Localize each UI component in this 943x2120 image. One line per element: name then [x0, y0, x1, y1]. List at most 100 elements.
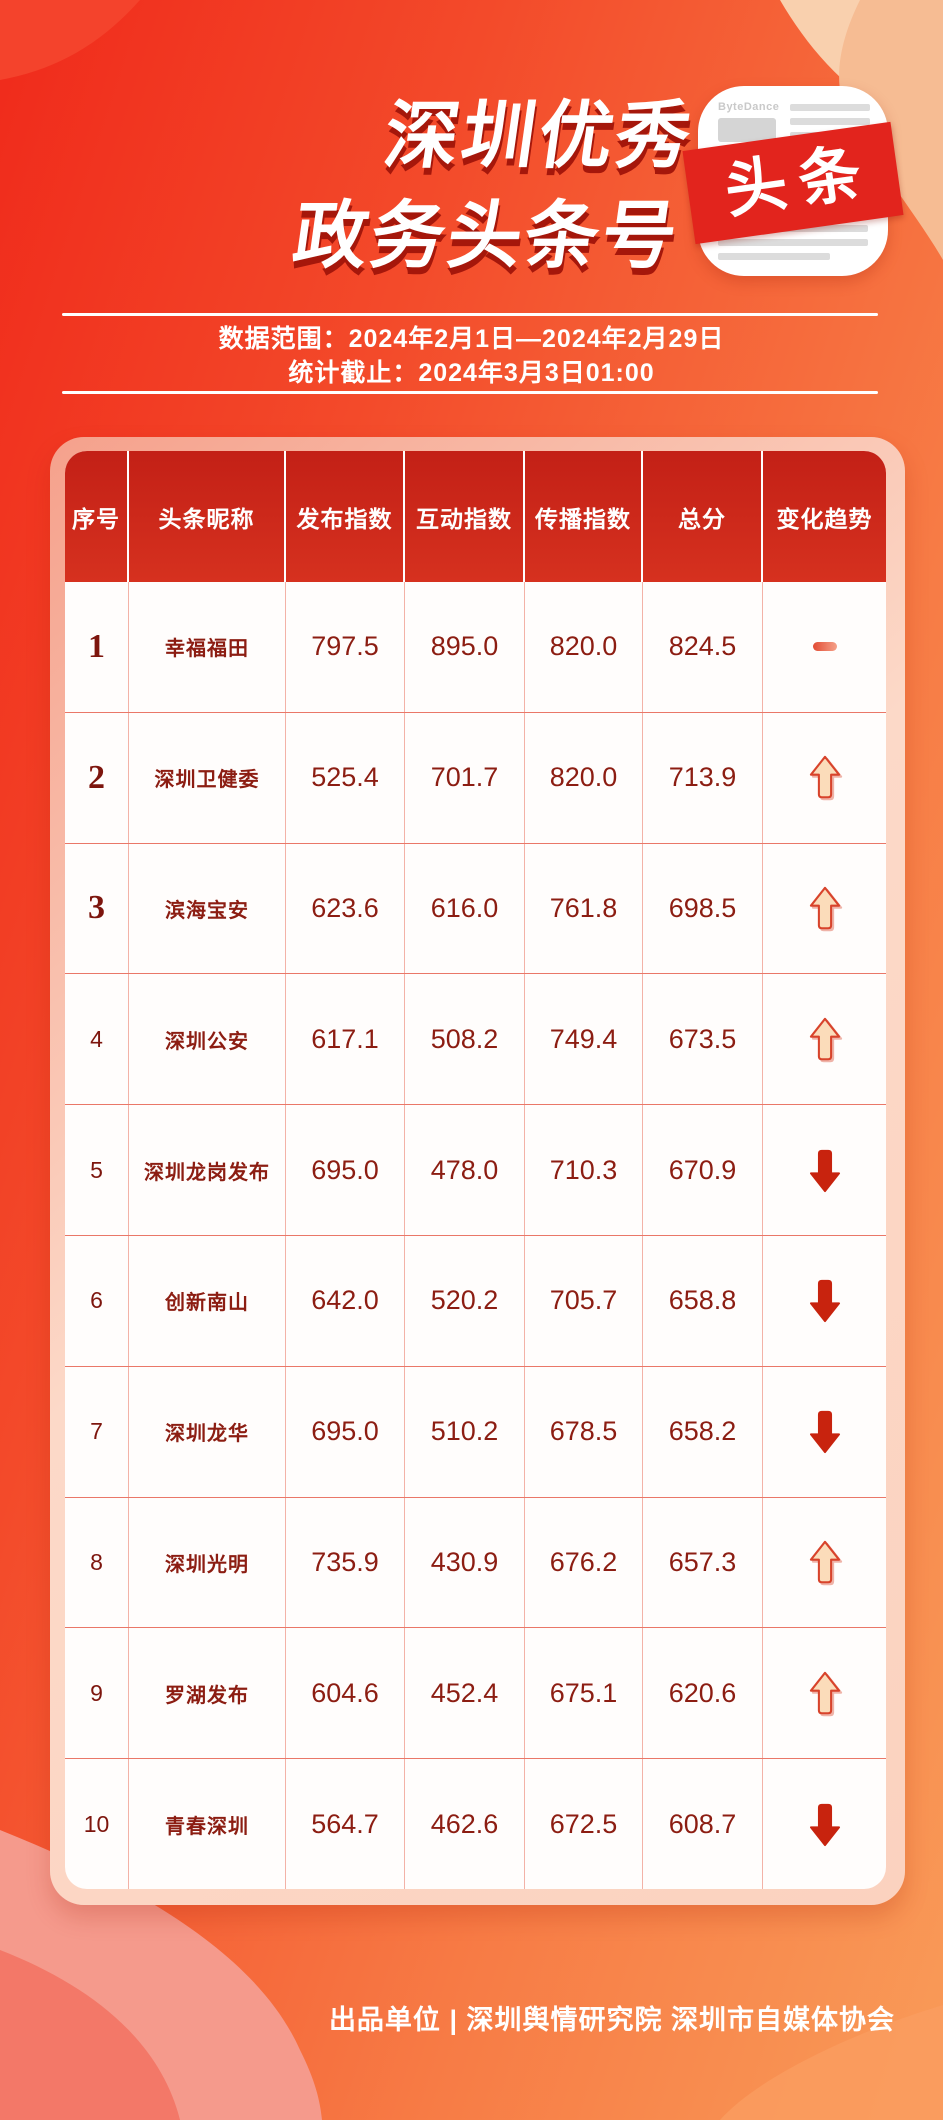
publish-index-cell: 695.0 [286, 1366, 405, 1497]
name-cell: 幸福福田 [129, 582, 286, 712]
trend-cell [763, 974, 886, 1104]
rank-cell: 2 [65, 712, 129, 843]
name-cell: 创新南山 [129, 1235, 286, 1366]
table-row: 3 滨海宝安 623.6 616.0 761.8 698.5 [65, 842, 886, 974]
table-row: 4 深圳公安 617.1 508.2 749.4 673.5 [65, 973, 886, 1105]
column-header: 互动指数 [405, 451, 525, 582]
spread-index-cell: 710.3 [525, 1105, 643, 1235]
rank-cell: 4 [65, 974, 129, 1105]
name-cell: 罗湖发布 [129, 1628, 286, 1759]
trend-down-icon [809, 1803, 840, 1846]
spread-index-cell: 675.1 [525, 1628, 643, 1759]
newspaper-line-icon [790, 104, 870, 111]
name-cell: 深圳卫健委 [129, 712, 286, 843]
trend-flat-icon [812, 642, 837, 652]
table-row: 7 深圳龙华 695.0 510.2 678.5 658.2 [65, 1365, 886, 1497]
publish-index-cell: 564.7 [286, 1759, 405, 1889]
column-header: 发布指数 [286, 451, 405, 582]
interact-index-cell: 430.9 [405, 1497, 525, 1628]
interact-index-cell: 616.0 [405, 843, 525, 974]
publish-index-cell: 797.5 [286, 582, 405, 712]
rank-cell: 9 [65, 1628, 129, 1759]
spread-index-cell: 749.4 [525, 974, 643, 1105]
table-row: 2 深圳卫健委 525.4 701.7 820.0 713.9 [65, 711, 886, 843]
trend-up-icon [809, 1671, 840, 1715]
total-score-cell: 608.7 [643, 1759, 763, 1889]
spread-index-cell: 705.7 [525, 1235, 643, 1366]
bytedance-label: ByteDance [718, 101, 780, 113]
publish-index-cell: 735.9 [286, 1497, 405, 1628]
rank-cell: 3 [65, 843, 129, 974]
page-title-line1: 深圳优秀 [379, 94, 699, 177]
interact-index-cell: 510.2 [405, 1366, 525, 1497]
spread-index-cell: 761.8 [525, 843, 643, 974]
spread-index-cell: 820.0 [525, 582, 643, 712]
total-score-cell: 673.5 [643, 974, 763, 1105]
column-header: 序号 [65, 451, 129, 582]
interact-index-cell: 452.4 [405, 1628, 525, 1759]
publish-index-cell: 623.6 [286, 843, 405, 974]
interact-index-cell: 478.0 [405, 1105, 525, 1235]
column-header: 传播指数 [525, 451, 643, 582]
trend-cell [763, 1236, 886, 1366]
trend-cell [763, 1498, 886, 1628]
interact-index-cell: 520.2 [405, 1235, 525, 1366]
rank-cell: 6 [65, 1235, 129, 1366]
wave-top-left [0, 0, 140, 80]
trend-cell [763, 844, 886, 974]
trend-up-icon [809, 886, 840, 930]
publish-index-cell: 525.4 [286, 712, 405, 843]
publish-index-cell: 642.0 [286, 1235, 405, 1366]
name-cell: 深圳光明 [129, 1497, 286, 1628]
trend-cell [763, 1628, 886, 1758]
spread-index-cell: 678.5 [525, 1366, 643, 1497]
trend-cell [763, 1105, 886, 1235]
rank-cell: 10 [65, 1759, 129, 1889]
divider-bottom [62, 391, 878, 394]
rank-cell: 7 [65, 1366, 129, 1497]
table-row: 5 深圳龙岗发布 695.0 478.0 710.3 670.9 [65, 1104, 886, 1235]
table-row: 1 幸福福田 797.5 895.0 820.0 824.5 [65, 582, 886, 712]
trend-cell [763, 1759, 886, 1889]
trend-cell [763, 582, 886, 712]
name-cell: 深圳公安 [129, 974, 286, 1105]
total-score-cell: 657.3 [643, 1497, 763, 1628]
name-cell: 深圳龙华 [129, 1366, 286, 1497]
table-header-row: 序号 头条昵称 发布指数 互动指数 传播指数 总分 变化趋势 [65, 451, 886, 582]
rank-cell: 8 [65, 1497, 129, 1628]
toutiao-banner-text: 头条 [720, 137, 877, 227]
name-cell: 青春深圳 [129, 1759, 286, 1889]
page-title-line2: 政务头条号 [288, 194, 685, 277]
spread-index-cell: 672.5 [525, 1759, 643, 1889]
interact-index-cell: 895.0 [405, 582, 525, 712]
wave-bottom-left-inner [0, 1950, 180, 2120]
total-score-cell: 713.9 [643, 712, 763, 843]
toutiao-logo: ByteDance 头条 [682, 86, 904, 276]
column-header: 总分 [643, 451, 763, 582]
column-header: 头条昵称 [129, 451, 286, 582]
ranking-table-container: 序号 头条昵称 发布指数 互动指数 传播指数 总分 变化趋势 1 幸福福田 797.5 895.0… [50, 437, 905, 1905]
spread-index-cell: 820.0 [525, 712, 643, 843]
trend-down-icon [809, 1149, 840, 1192]
meta-block: 数据范围：2024年2月1日—2024年2月29日 统计截止：2024年3月3日… [0, 322, 943, 390]
trend-up-icon [809, 755, 840, 799]
trend-cell [763, 713, 886, 843]
interact-index-cell: 701.7 [405, 712, 525, 843]
newspaper-line-icon [790, 118, 870, 125]
table-body: 1 幸福福田 797.5 895.0 820.0 824.5 2 深圳卫健委 525.4 701.… [65, 582, 886, 1889]
newspaper-photo-icon [718, 118, 776, 142]
publish-index-cell: 695.0 [286, 1105, 405, 1235]
publish-index-cell: 617.1 [286, 974, 405, 1105]
total-score-cell: 824.5 [643, 582, 763, 712]
table-row: 9 罗湖发布 604.6 452.4 675.1 620.6 [65, 1627, 886, 1759]
publish-index-cell: 604.6 [286, 1628, 405, 1759]
toutiao-banner: 头条 [682, 121, 904, 245]
spread-index-cell: 676.2 [525, 1497, 643, 1628]
total-score-cell: 658.8 [643, 1235, 763, 1366]
data-range-text: 数据范围：2024年2月1日—2024年2月29日 [218, 325, 725, 353]
trend-up-icon [809, 1017, 840, 1061]
total-score-cell: 698.5 [643, 843, 763, 974]
name-cell: 深圳龙岗发布 [129, 1105, 286, 1235]
rank-cell: 1 [65, 582, 129, 712]
total-score-cell: 620.6 [643, 1628, 763, 1759]
